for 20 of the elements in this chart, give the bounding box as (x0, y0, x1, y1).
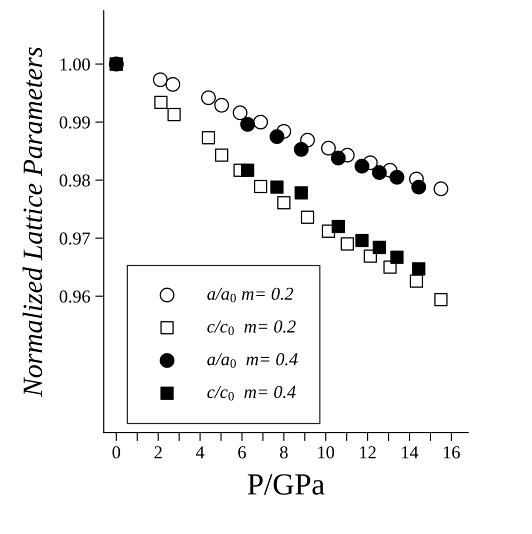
legend-label: c/c$_{0}$ m= 0.2 (207, 320, 296, 336)
x-tick-label: 4 (196, 446, 204, 458)
x-tick-label: 12 (360, 446, 376, 458)
x-tick-label: 6 (238, 446, 246, 458)
x-tick-label: 10 (318, 446, 334, 458)
legend-label: a/a$_{0}$ m= 0.2 (207, 288, 294, 302)
x-axis-title: P/GPa (248, 474, 325, 495)
y-tick-label: 0.98 (60, 174, 90, 187)
y-tick-label: 0.97 (60, 232, 90, 245)
y-tick-label: 0.96 (60, 290, 90, 303)
x-tick-label: 14 (402, 446, 418, 458)
y-axis-title: Normalized Lattice Parameters (22, 47, 42, 397)
y-tick-label: 0.99 (60, 116, 90, 129)
x-tick-label: 2 (154, 446, 162, 458)
x-tick-label: 0 (112, 446, 120, 458)
legend-label: a/a$_{0}$ m= 0.4 (207, 353, 298, 368)
x-tick-label: 8 (280, 446, 288, 458)
y-tick-label: 1.00 (60, 58, 90, 71)
x-tick-label: 16 (444, 446, 460, 458)
legend-label: c/c$_{0}$ m= 0.4 (207, 386, 296, 401)
